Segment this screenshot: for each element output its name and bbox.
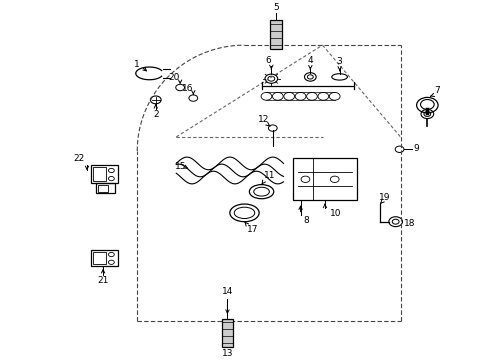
Bar [91,250,118,266]
Text: 7: 7 [434,86,440,95]
Text: 9: 9 [412,144,418,153]
Text: 18: 18 [404,219,415,228]
Text: 14: 14 [221,287,233,296]
Bar [270,21,282,49]
Text: 11: 11 [264,171,275,180]
Text: 1: 1 [134,60,140,69]
Text: 13: 13 [221,349,233,358]
Bar [98,185,108,192]
Text: 3: 3 [336,57,342,66]
Text: 22: 22 [74,154,85,163]
Text: 12: 12 [257,115,268,124]
Bar [91,165,118,183]
Bar [96,183,115,193]
Bar [221,319,233,347]
Text: 6: 6 [264,55,270,64]
Text: 4: 4 [307,56,312,65]
Text: 17: 17 [246,225,258,234]
Text: 15: 15 [174,162,185,171]
Text: 5: 5 [273,3,279,12]
Text: 8: 8 [303,216,308,225]
Text: 20: 20 [168,73,180,82]
Text: 2: 2 [153,111,158,120]
Text: 21: 21 [97,276,108,285]
Text: 10: 10 [329,209,341,218]
Bar [293,158,356,201]
Bar [93,167,105,181]
Bar [93,252,105,264]
Text: 16: 16 [182,84,193,93]
Text: 19: 19 [378,193,389,202]
